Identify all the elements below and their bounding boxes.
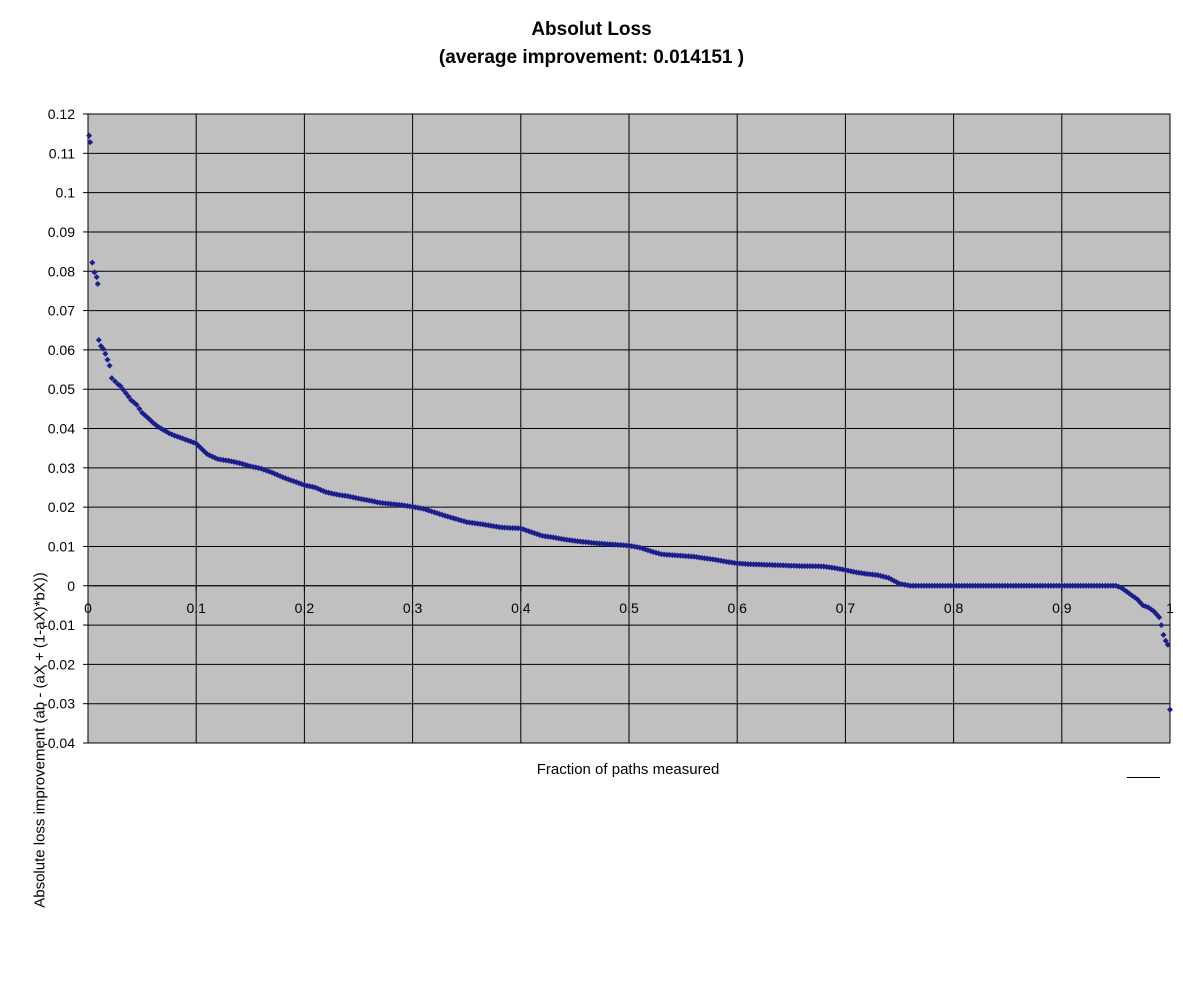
x-tick-label: 0.3	[403, 600, 423, 616]
y-axis-label: Absolute loss improvement (ab - (aX + (1…	[31, 572, 49, 908]
data-point	[86, 132, 93, 139]
y-tick-label: 0.04	[48, 421, 75, 437]
chart-subtitle: (average improvement: 0.014151 )	[438, 47, 745, 68]
data-point	[1162, 637, 1169, 644]
data-point	[106, 362, 113, 369]
x-tick-label: 1	[1166, 600, 1174, 616]
data-point	[117, 383, 124, 390]
x-tick-label: 0.1	[186, 600, 206, 616]
divider-line	[1127, 777, 1160, 778]
data-point	[102, 350, 109, 357]
y-tick-label: -0.04	[43, 735, 75, 751]
data-point	[100, 345, 107, 352]
x-axis-label: Fraction of paths measured	[536, 761, 720, 778]
data-point	[95, 337, 102, 344]
data-point	[89, 259, 96, 266]
data-point	[112, 378, 119, 385]
y-tick-label: 0	[67, 578, 75, 594]
gridlines	[87, 113, 1171, 744]
y-tick-label: -0.02	[43, 656, 75, 672]
data-point	[120, 386, 127, 393]
y-tick-label: 0.05	[48, 381, 75, 397]
x-tick-label: 0.6	[727, 600, 747, 616]
y-tick-label: 0.12	[48, 106, 75, 122]
data-point	[94, 280, 101, 287]
y-tick-label: -0.03	[43, 696, 75, 712]
data-point	[108, 375, 115, 382]
data-point	[133, 401, 140, 408]
data-point	[1164, 641, 1171, 648]
data-point	[104, 356, 111, 363]
data-point	[136, 405, 143, 412]
x-tick-label: 0.4	[511, 600, 531, 616]
data-point	[93, 274, 100, 281]
data-point	[87, 139, 94, 146]
data-points	[86, 132, 1173, 713]
data-point	[125, 393, 132, 400]
y-tick-label: 0.06	[48, 342, 75, 358]
x-tick-label: 0.7	[836, 600, 856, 616]
y-tick-label: 0.11	[49, 145, 75, 161]
x-tick-label: 0	[84, 600, 92, 616]
x-tick-label: 0.8	[944, 600, 964, 616]
data-point	[1160, 631, 1167, 638]
x-tick-label: 0.2	[295, 600, 315, 616]
y-tick-label: 0.02	[48, 499, 75, 515]
data-point	[1156, 614, 1163, 621]
y-tick-label: 0.09	[48, 224, 75, 240]
data-point	[122, 390, 129, 397]
y-tick-label: 0.01	[48, 538, 75, 554]
y-tick-label: 0.1	[56, 185, 76, 201]
y-tick-label: 0.03	[48, 460, 75, 476]
y-tick-label: -0.01	[43, 617, 75, 633]
scatter-chart: 0.120.110.10.090.080.070.060.050.040.030…	[43, 106, 1174, 751]
x-tick-label: 0.5	[619, 600, 639, 616]
tick-labels: 0.120.110.10.090.080.070.060.050.040.030…	[43, 106, 1174, 751]
y-tick-label: 0.08	[48, 263, 75, 279]
data-point	[91, 269, 98, 276]
x-tick-label: 0.9	[1052, 600, 1072, 616]
chart-title: Absolut Loss	[531, 19, 652, 40]
y-tick-label: 0.07	[48, 303, 75, 319]
data-point	[1167, 706, 1173, 713]
data-point	[1158, 622, 1165, 629]
